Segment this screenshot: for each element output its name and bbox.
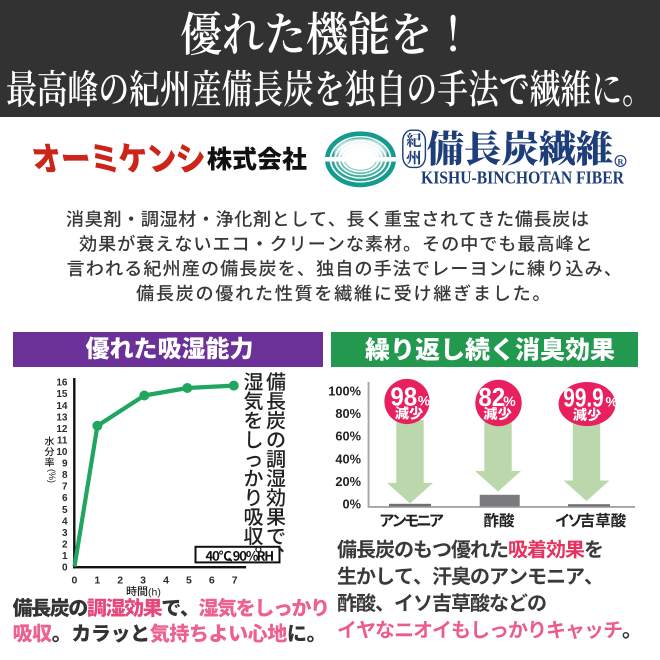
svg-text:12: 12 xyxy=(56,424,68,435)
svg-text:40%: 40% xyxy=(335,451,361,466)
svg-text:1: 1 xyxy=(94,575,100,587)
svg-text:5: 5 xyxy=(186,575,192,587)
svg-text:11: 11 xyxy=(57,435,68,446)
svg-text:13: 13 xyxy=(56,412,68,423)
svg-text:6: 6 xyxy=(62,493,68,504)
svg-text:80%: 80% xyxy=(335,406,361,421)
svg-text:0: 0 xyxy=(62,563,68,574)
svg-text:10: 10 xyxy=(56,447,68,458)
svg-text:16: 16 xyxy=(56,378,68,389)
svg-text:%: % xyxy=(418,392,431,408)
svg-text:7: 7 xyxy=(62,482,68,493)
svg-text:2: 2 xyxy=(62,540,68,551)
svg-text:2: 2 xyxy=(117,575,123,587)
svg-text:5: 5 xyxy=(62,505,68,516)
svg-text:3: 3 xyxy=(62,528,68,539)
svg-text:KISHU-BINCHOTAN FIBER: KISHU-BINCHOTAN FIBER xyxy=(421,167,624,187)
svg-text:R: R xyxy=(618,158,624,167)
svg-text:(%): (%) xyxy=(47,469,57,483)
svg-text:%: % xyxy=(606,393,619,409)
svg-text:82: 82 xyxy=(478,383,505,412)
svg-text:7: 7 xyxy=(232,575,238,587)
svg-text:99.9: 99.9 xyxy=(563,383,603,412)
svg-text:0%: 0% xyxy=(343,497,362,512)
svg-text:8: 8 xyxy=(62,470,68,481)
svg-text:15: 15 xyxy=(56,389,68,400)
svg-text:0: 0 xyxy=(71,575,77,587)
svg-text:%: % xyxy=(503,393,516,409)
svg-text:100%: 100% xyxy=(328,384,361,399)
svg-text:4: 4 xyxy=(62,516,68,527)
svg-text:14: 14 xyxy=(56,401,68,412)
svg-text:98: 98 xyxy=(390,383,417,412)
svg-text:(h): (h) xyxy=(148,587,161,599)
svg-text:3: 3 xyxy=(140,575,146,587)
svg-text:1: 1 xyxy=(62,551,68,562)
svg-text:6: 6 xyxy=(209,575,215,587)
svg-text:60%: 60% xyxy=(335,429,361,444)
svg-text:9: 9 xyxy=(62,459,68,470)
svg-text:20%: 20% xyxy=(335,474,361,489)
svg-text:4: 4 xyxy=(163,575,169,587)
